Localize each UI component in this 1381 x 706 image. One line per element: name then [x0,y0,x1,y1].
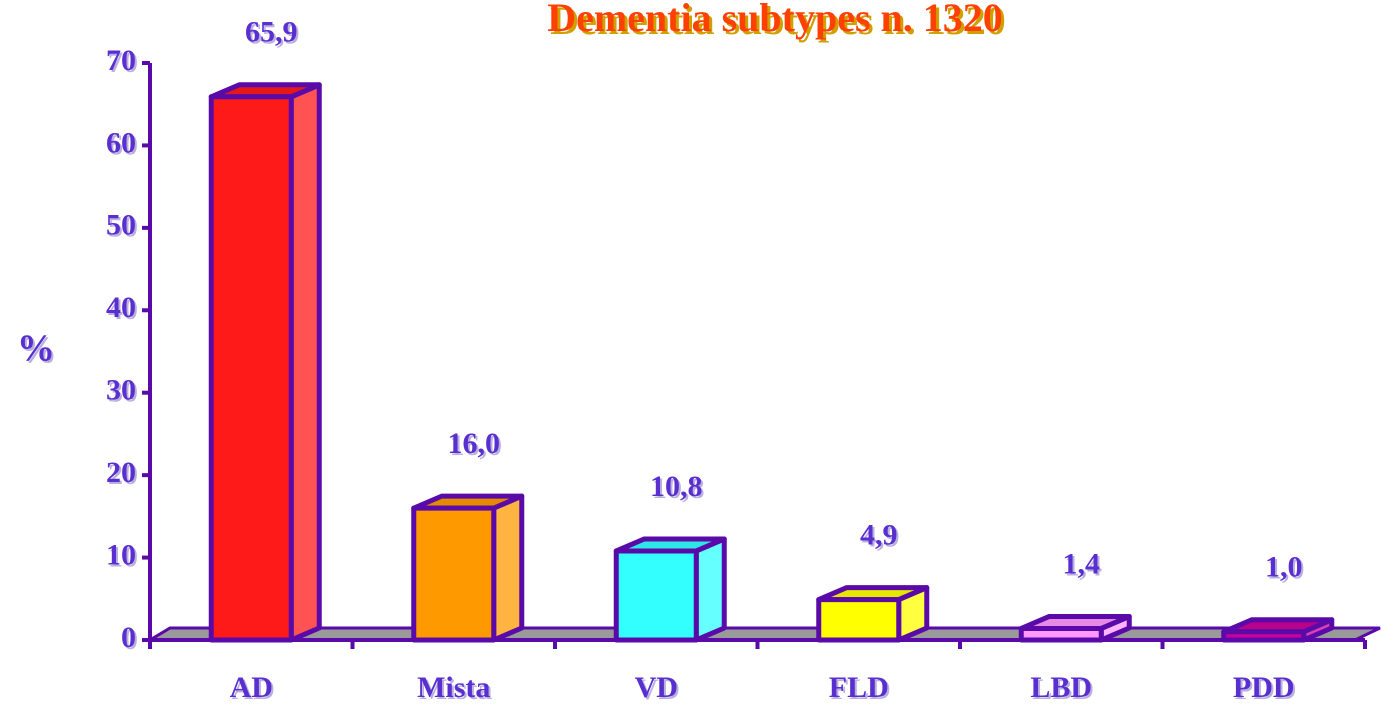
chart-title: Dementia subtypes n. 1320 [547,0,1003,40]
x-tick-label: FLD [829,671,889,704]
data-label: 16,0 [448,427,501,460]
bar [411,505,497,643]
y-tick-label: 50 [106,209,136,242]
bar [1221,629,1307,643]
data-label: 1,0 [1265,551,1303,584]
y-tick-label: 10 [106,538,136,571]
bar-side [693,536,727,643]
bar [816,597,902,643]
bar [1018,625,1104,643]
bar-side [288,82,322,643]
data-label: 4,9 [860,519,898,552]
bar [613,548,699,643]
y-tick-label: 40 [106,291,136,324]
y-axis-label: % [17,328,55,370]
data-label: 1,4 [1063,547,1101,580]
y-tick-label: 30 [106,374,136,407]
x-tick-label: VD [635,671,678,704]
y-tick-label: 20 [106,456,136,489]
y-tick-label: 70 [106,44,136,77]
x-tick-label: LBD [1030,671,1092,704]
y-tick-label: 0 [121,621,136,654]
y-tick-label: 60 [106,126,136,159]
x-tick-label: PDD [1233,671,1295,704]
x-tick-label: AD [230,671,273,704]
x-tick-label: Mista [417,671,490,704]
data-label: 65,9 [245,16,298,49]
data-label: 10,8 [650,470,703,503]
bar-side [491,493,525,643]
bar [208,94,294,643]
